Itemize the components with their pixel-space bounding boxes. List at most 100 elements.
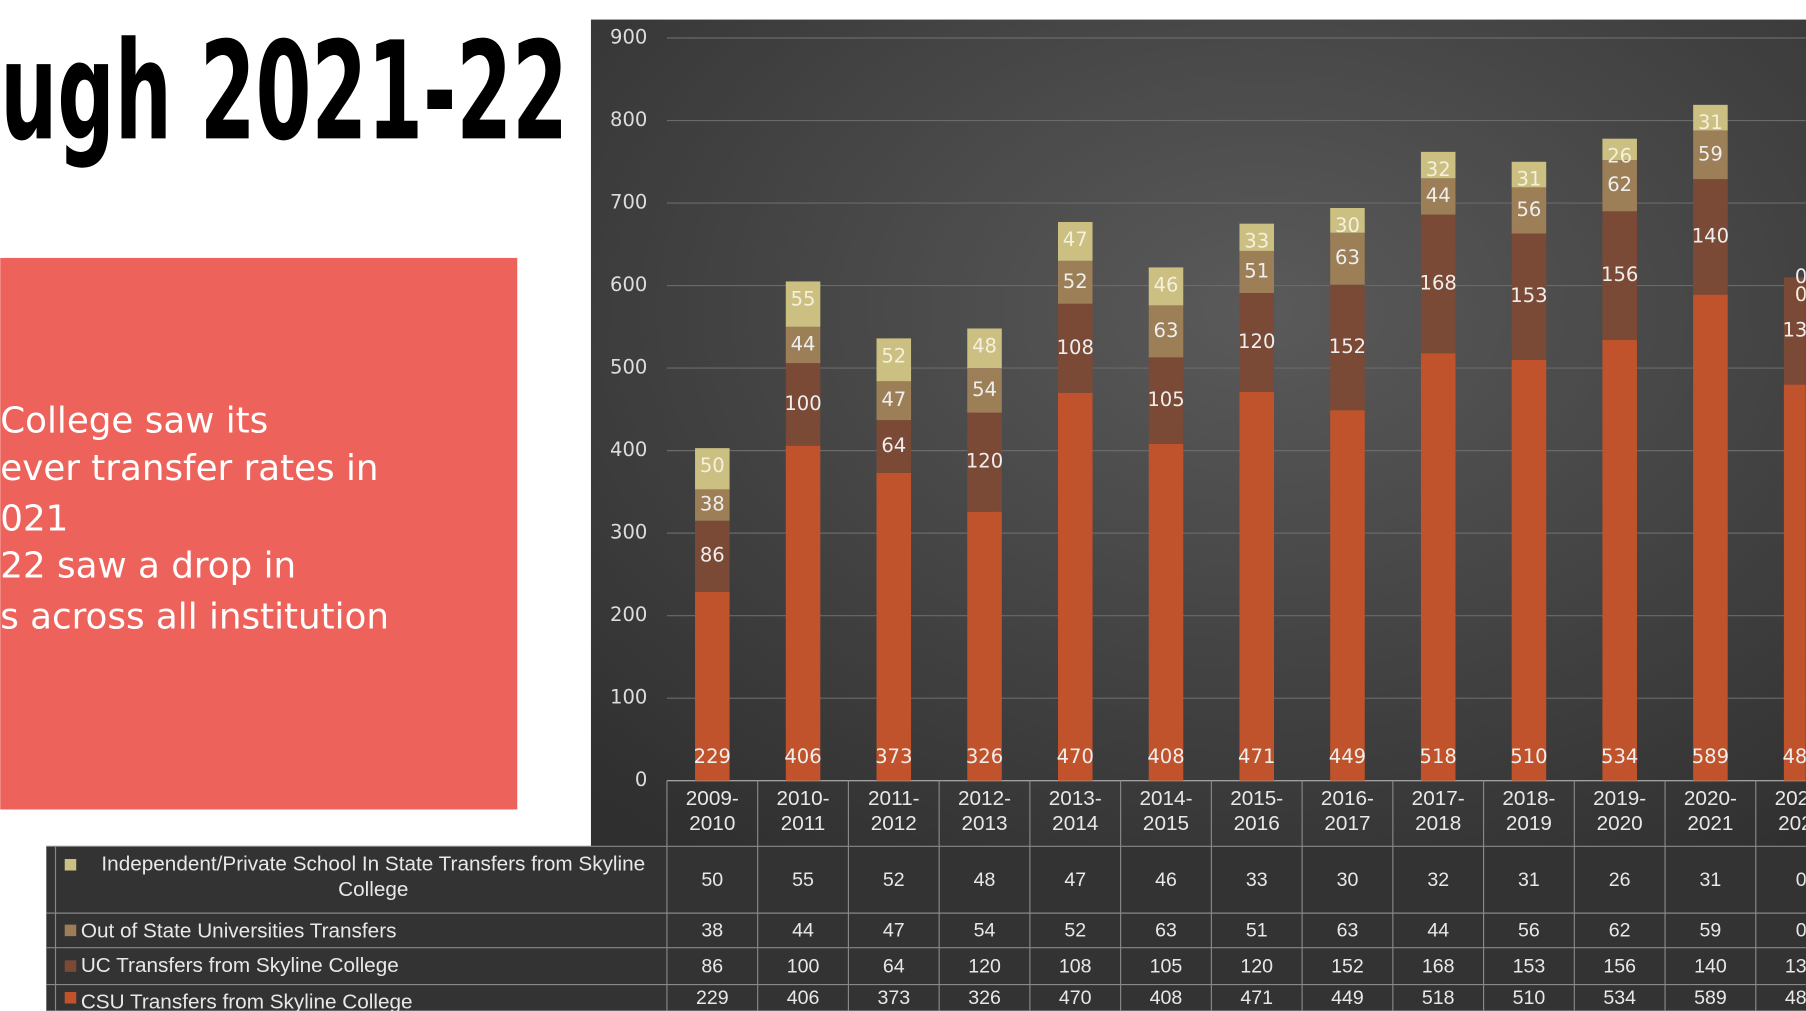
table-value: 408 [1150, 987, 1183, 1009]
data-label: 32 [1426, 158, 1451, 181]
data-label: 46 [1154, 273, 1179, 296]
table-value: 32 [1427, 869, 1449, 891]
bar-segment [1239, 392, 1275, 781]
data-label: 153 [1510, 284, 1547, 307]
x-tick-label: 2013-2014 [1048, 786, 1102, 835]
bar-segment [1057, 260, 1093, 304]
legend-label-box: Out of State Universities Transfers [81, 919, 397, 942]
chart: 01002003004005006007008009002009-2010201… [46, 25, 1806, 1011]
table-value: 54 [974, 920, 996, 942]
bar-segment [1602, 138, 1637, 161]
data-label: 54 [972, 378, 997, 401]
bullet-text: s across all institution [0, 596, 389, 637]
table-value: 156 [1603, 955, 1636, 977]
table-value: 589 [1694, 987, 1727, 1009]
table-value: 86 [701, 955, 723, 977]
x-tick-label: 2014-2015 [1139, 786, 1193, 835]
y-tick-label: 400 [610, 438, 647, 461]
table-value: 140 [1694, 955, 1727, 977]
data-label: 518 [1420, 745, 1457, 768]
data-label: 26 [1607, 145, 1632, 168]
table-value: 120 [968, 955, 1001, 977]
data-label: 120 [1238, 330, 1275, 353]
bullet-text: 22 saw a drop in [0, 546, 296, 587]
data-label: 86 [700, 544, 725, 567]
y-tick-label: 0 [635, 768, 647, 791]
data-label: 470 [1057, 745, 1094, 768]
data-label: 38 [700, 493, 725, 516]
legend-swatch [64, 960, 77, 972]
table-value: 63 [1337, 920, 1359, 942]
bar-segment [1420, 214, 1456, 354]
data-label: 33 [1244, 230, 1269, 253]
table-value: 63 [1155, 920, 1177, 942]
x-tick-label-box: 2017-2018 [1411, 786, 1465, 835]
data-label: 50 [700, 454, 725, 477]
table-value: 55 [792, 869, 814, 891]
x-tick-label-box: 2013-2014 [1048, 786, 1102, 835]
data-label: 152 [1329, 335, 1366, 358]
data-label: 156 [1601, 263, 1638, 286]
data-label: 52 [881, 344, 906, 367]
bar-segment [1420, 178, 1456, 215]
data-label: 63 [1154, 319, 1179, 342]
data-label: 406 [784, 745, 821, 768]
legend-swatch [64, 924, 77, 937]
x-tick-label-box: 2010-2011 [776, 786, 830, 835]
table-value: 30 [1337, 869, 1359, 891]
data-label: 55 [791, 287, 816, 310]
table-value: 471 [1240, 987, 1273, 1009]
bar-segment [967, 328, 1002, 369]
legend-swatch [64, 859, 77, 871]
bullet-text: College saw its [0, 401, 268, 442]
legend-swatch [64, 992, 77, 1004]
x-tick-label-box: 2011-2012 [868, 786, 919, 834]
x-tick-label: 2010-2011 [776, 786, 830, 835]
table-value: 470 [1059, 987, 1092, 1009]
bar-segment [967, 368, 1002, 413]
bar-segment [1511, 187, 1547, 234]
data-label: 510 [1510, 745, 1547, 768]
x-tick-label: 2018-2019 [1502, 786, 1556, 835]
data-label: 534 [1601, 745, 1638, 768]
table-value: 56 [1518, 920, 1540, 942]
bar-segment [1511, 233, 1547, 360]
bar-segment [785, 281, 821, 327]
data-label: 130 [1782, 318, 1806, 341]
bar-segment [695, 520, 730, 592]
data-label: 63 [1335, 246, 1360, 269]
table-value: 480 [1785, 987, 1806, 1009]
table-value: 52 [883, 869, 905, 891]
x-tick-label: 2017-2018 [1411, 786, 1465, 835]
bar-segment [695, 448, 730, 490]
table-value: 406 [787, 987, 820, 1009]
table-value: 62 [1609, 920, 1631, 942]
table-value: 105 [1150, 955, 1183, 977]
table-value: 48 [974, 869, 996, 891]
bar-segment [1602, 340, 1637, 781]
bar-segment [695, 489, 730, 521]
data-label: 229 [694, 745, 731, 768]
x-tick-label: 2015-2016 [1230, 786, 1284, 835]
bar-segment [785, 363, 821, 446]
bar-segment [1420, 353, 1456, 781]
data-label: 449 [1329, 745, 1366, 768]
data-label: 30 [1335, 214, 1360, 237]
bullet-text: 021 [0, 498, 68, 539]
table-value: 0 [1796, 920, 1806, 942]
table-value: 0 [1796, 869, 1806, 891]
table-value: 168 [1422, 955, 1455, 977]
data-label: 100 [784, 392, 821, 415]
table-value: 326 [968, 987, 1001, 1009]
bar-segment [1057, 392, 1093, 781]
text-box [0, 257, 518, 810]
legend-label: UC Transfers from Skyline College [80, 953, 399, 977]
table-value: 120 [1240, 955, 1273, 977]
table-value: 44 [1427, 920, 1449, 942]
bar-segment [1783, 384, 1806, 781]
legend-label: Independent/Private School In State Tran… [101, 852, 646, 901]
table-value: 31 [1700, 869, 1722, 891]
data-label: 31 [1516, 168, 1541, 191]
